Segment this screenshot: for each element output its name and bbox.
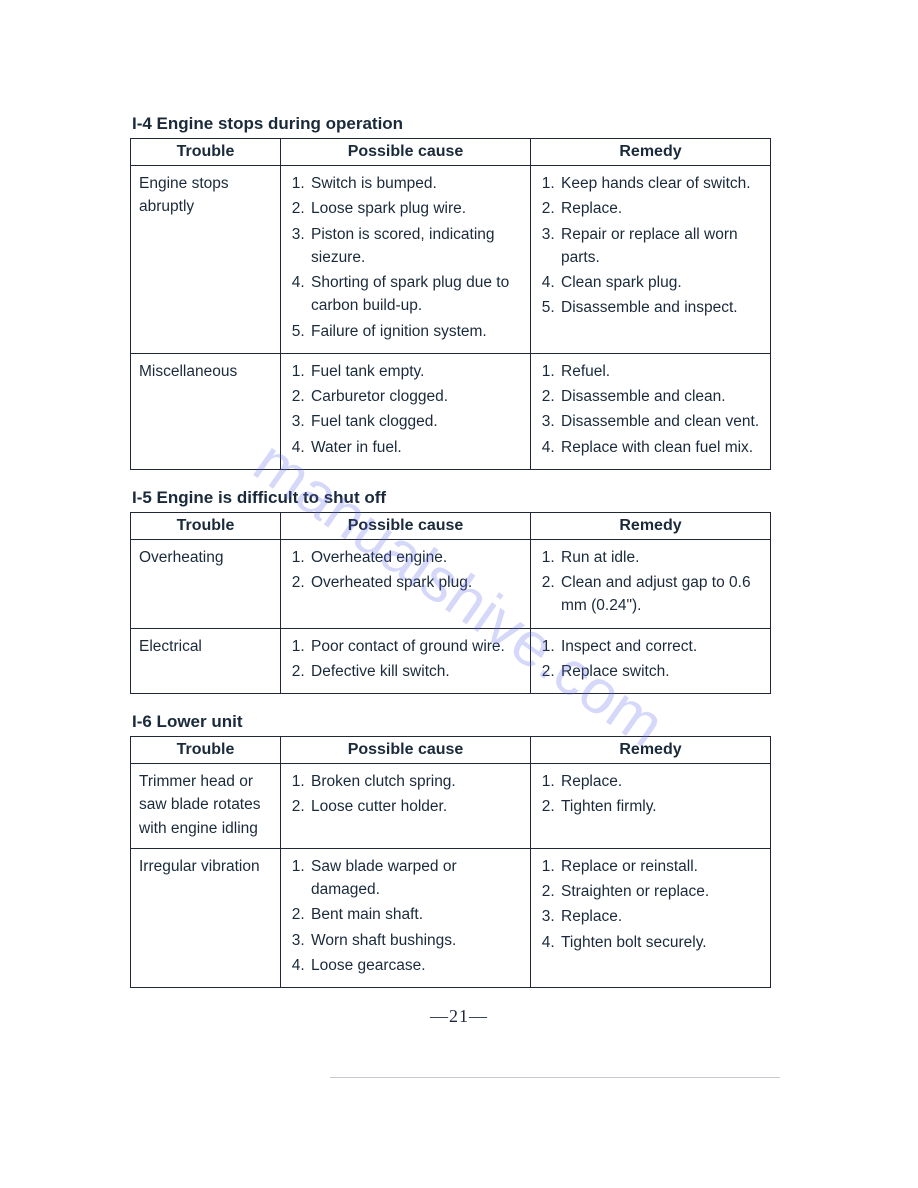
column-header-remedy: Remedy <box>531 512 771 539</box>
remedy-item: Straighten or replace. <box>559 880 762 903</box>
cause-cell: Broken clutch spring.Loose cutter holder… <box>281 764 531 849</box>
column-header-cause: Possible cause <box>281 139 531 166</box>
remedy-item: Keep hands clear of switch. <box>559 172 762 195</box>
column-header-cause: Possible cause <box>281 737 531 764</box>
bottom-rule <box>330 1077 780 1078</box>
remedy-item: Replace. <box>559 197 762 220</box>
cause-item: Fuel tank empty. <box>309 360 522 383</box>
cause-item: Loose gearcase. <box>309 954 522 977</box>
remedy-cell: Keep hands clear of switch.Replace. Repai… <box>531 166 771 354</box>
trouble-cell: Trimmer head or saw blade rotates with e… <box>131 764 281 849</box>
cause-item: Piston is scored, indicating siezure. <box>309 223 522 270</box>
remedy-item: Replace. <box>559 905 762 928</box>
remedy-item: Replace or reinstall. <box>559 855 762 878</box>
cause-item: Poor contact of ground wire. <box>309 635 522 658</box>
table-row: ElectricalPoor contact of ground wire.De… <box>131 628 771 694</box>
cause-item: Loose cutter holder. <box>309 795 522 818</box>
troubleshooting-table: TroublePossible causeRemedy Trimmer head … <box>130 736 771 988</box>
cause-cell: Overheated engine.Overheated spark plug. <box>281 539 531 628</box>
remedy-item: Disassemble and clean. <box>559 385 762 408</box>
cause-item: Carburetor clogged. <box>309 385 522 408</box>
trouble-cell: Overheating <box>131 539 281 628</box>
cause-item: Water in fuel. <box>309 436 522 459</box>
cause-item: Shorting of spark plug due to carbon bui… <box>309 271 522 318</box>
cause-item: Bent main shaft. <box>309 903 522 926</box>
cause-cell: Poor contact of ground wire.Defective ki… <box>281 628 531 694</box>
column-header-cause: Possible cause <box>281 512 531 539</box>
page-content: I-4 Engine stops during operation Trouble… <box>0 0 918 1027</box>
remedy-item: Clean spark plug. <box>559 271 762 294</box>
remedy-cell: Replace.Tighten firmly. <box>531 764 771 849</box>
cause-item: Overheated spark plug. <box>309 571 522 594</box>
cause-item: Switch is bumped. <box>309 172 522 195</box>
remedy-item: Repair or replace all worn parts. <box>559 223 762 270</box>
trouble-cell: Electrical <box>131 628 281 694</box>
remedy-item: Disassemble and clean vent. <box>559 410 762 433</box>
cause-cell: Saw blade warped or damaged.Bent main sh… <box>281 848 531 987</box>
column-header-trouble: Trouble <box>131 512 281 539</box>
cause-item: Broken clutch spring. <box>309 770 522 793</box>
remedy-item: Tighten firmly. <box>559 795 762 818</box>
cause-cell: Fuel tank empty.Carburetor clogged.Fuel … <box>281 353 531 469</box>
cause-item: Defective kill switch. <box>309 660 522 683</box>
remedy-item: Disassemble and inspect. <box>559 296 762 319</box>
remedy-item: Replace switch. <box>559 660 762 683</box>
remedy-item: Tighten bolt securely. <box>559 931 762 954</box>
column-header-remedy: Remedy <box>531 737 771 764</box>
remedy-cell: Inspect and correct.Replace switch. <box>531 628 771 694</box>
trouble-cell: Miscellaneous <box>131 353 281 469</box>
column-header-trouble: Trouble <box>131 139 281 166</box>
remedy-cell: Refuel.Disassemble and clean.Disassemble… <box>531 353 771 469</box>
remedy-item: Clean and adjust gap to 0.6 mm (0.24"). <box>559 571 762 618</box>
cause-item: Overheated engine. <box>309 546 522 569</box>
remedy-item: Inspect and correct. <box>559 635 762 658</box>
section-title: I-6 Lower unit <box>132 712 788 732</box>
cause-item: Failure of ignition system. <box>309 320 522 343</box>
remedy-item: Run at idle. <box>559 546 762 569</box>
section-title: I-5 Engine is difficult to shut off <box>132 488 788 508</box>
column-header-trouble: Trouble <box>131 737 281 764</box>
page-number: —21— <box>130 1006 788 1027</box>
table-row: MiscellaneousFuel tank empty.Carburetor … <box>131 353 771 469</box>
remedy-item: Replace. <box>559 770 762 793</box>
table-row: Engine stops abruptlySwitch is bumped.Lo… <box>131 166 771 354</box>
remedy-cell: Run at idle.Clean and adjust gap to 0.6 … <box>531 539 771 628</box>
troubleshooting-table: TroublePossible causeRemedy Engine stops … <box>130 138 771 470</box>
cause-cell: Switch is bumped.Loose spark plug wire. P… <box>281 166 531 354</box>
cause-item: Fuel tank clogged. <box>309 410 522 433</box>
remedy-cell: Replace or reinstall.Straighten or repla… <box>531 848 771 987</box>
trouble-cell: Engine stops abruptly <box>131 166 281 354</box>
cause-item: Saw blade warped or damaged. <box>309 855 522 902</box>
remedy-item: Replace with clean fuel mix. <box>559 436 762 459</box>
troubleshooting-table: TroublePossible causeRemedyOverheatingOv… <box>130 512 771 694</box>
remedy-item: Refuel. <box>559 360 762 383</box>
table-row: Irregular vibrationSaw blade warped or d… <box>131 848 771 987</box>
trouble-cell: Irregular vibration <box>131 848 281 987</box>
cause-item: Worn shaft bushings. <box>309 929 522 952</box>
section-title: I-4 Engine stops during operation <box>132 114 788 134</box>
table-row: OverheatingOverheated engine.Overheated … <box>131 539 771 628</box>
cause-item: Loose spark plug wire. <box>309 197 522 220</box>
column-header-remedy: Remedy <box>531 139 771 166</box>
table-row: Trimmer head or saw blade rotates with e… <box>131 764 771 849</box>
